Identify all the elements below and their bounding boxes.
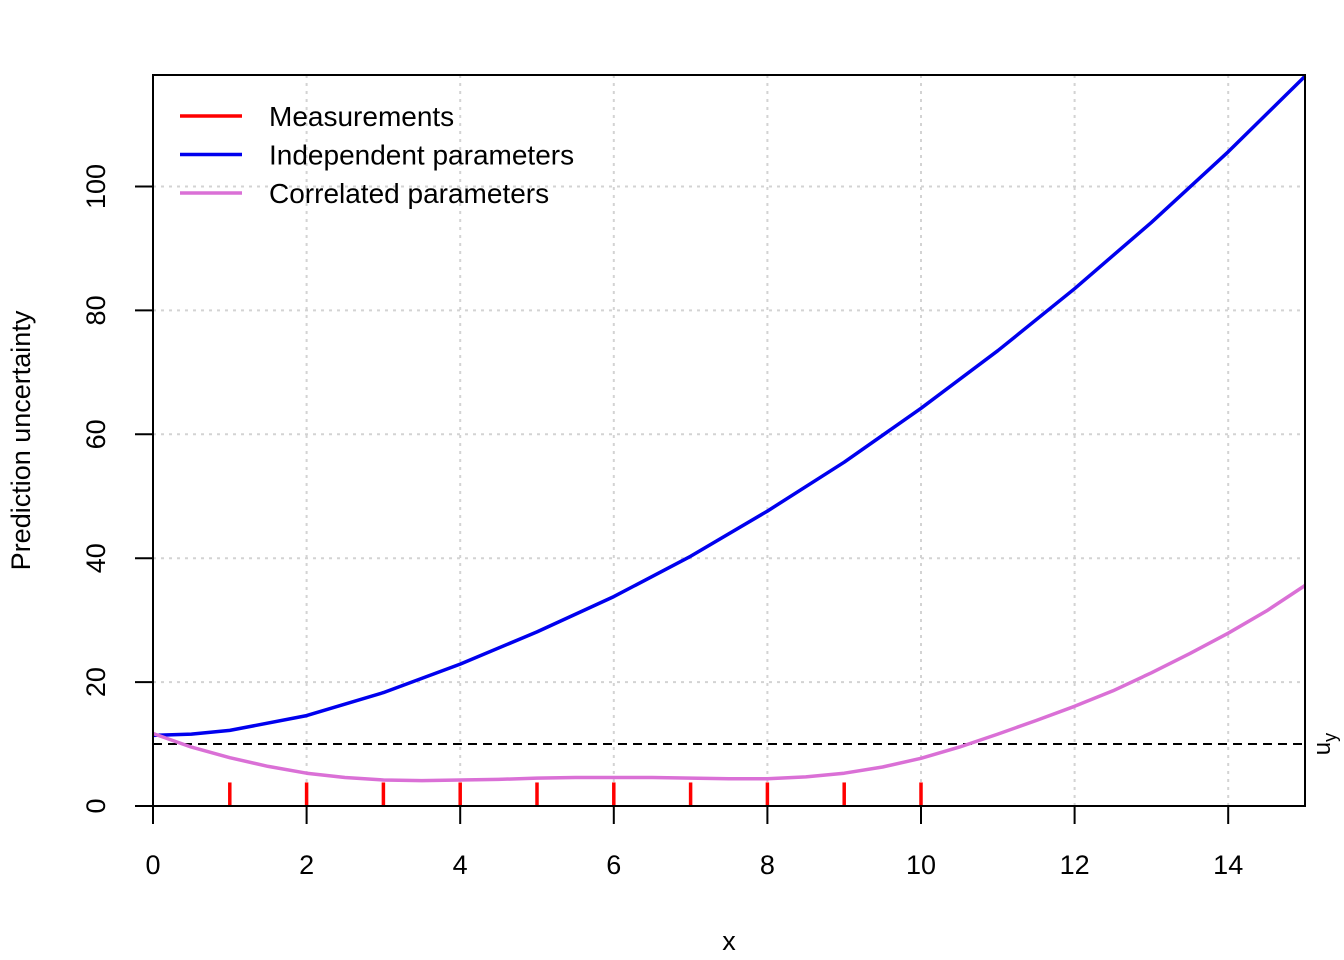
series-lines (152, 74, 1307, 783)
x-tick-label: 12 (1060, 850, 1090, 880)
legend-label: Independent parameters (269, 140, 574, 171)
x-axis-label: x (722, 926, 736, 956)
y-tick-label: 40 (81, 543, 111, 573)
legend-item-correlated: Correlated parameters (180, 178, 549, 209)
x-tick-label: 14 (1213, 850, 1243, 880)
legend-item-independent: Independent parameters (180, 140, 574, 171)
y-axis: 0 20 40 60 80 100 (81, 164, 154, 814)
x-tick-label: 10 (906, 850, 936, 880)
y-tick-label: 80 (81, 295, 111, 325)
series-line-independent (152, 74, 1307, 738)
reference-line-label-main: u (1309, 742, 1336, 755)
legend-label: Correlated parameters (269, 178, 549, 209)
x-tick-label: 0 (145, 850, 160, 880)
x-tick-label: 6 (606, 850, 621, 880)
x-axis: 0 2 4 6 8 10 12 14 (145, 805, 1243, 880)
x-tick-label: 8 (760, 850, 775, 880)
y-tick-label: 20 (81, 667, 111, 697)
legend-item-measurements: Measurements (180, 101, 454, 132)
reference-line-label: uy (1309, 733, 1340, 755)
series-line-correlated (152, 584, 1306, 783)
y-axis-label: Prediction uncertainty (6, 310, 36, 570)
legend-label: Measurements (269, 101, 454, 132)
measurement-ticks (228, 782, 923, 806)
x-tick-label: 2 (299, 850, 314, 880)
reference-line-label-subscript: y (1320, 733, 1340, 742)
x-tick-label: 4 (453, 850, 468, 880)
y-tick-label: 60 (81, 419, 111, 449)
y-tick-label: 0 (81, 798, 111, 813)
legend: Measurements Independent parameters Correl… (180, 101, 574, 209)
y-tick-label: 100 (81, 164, 111, 209)
